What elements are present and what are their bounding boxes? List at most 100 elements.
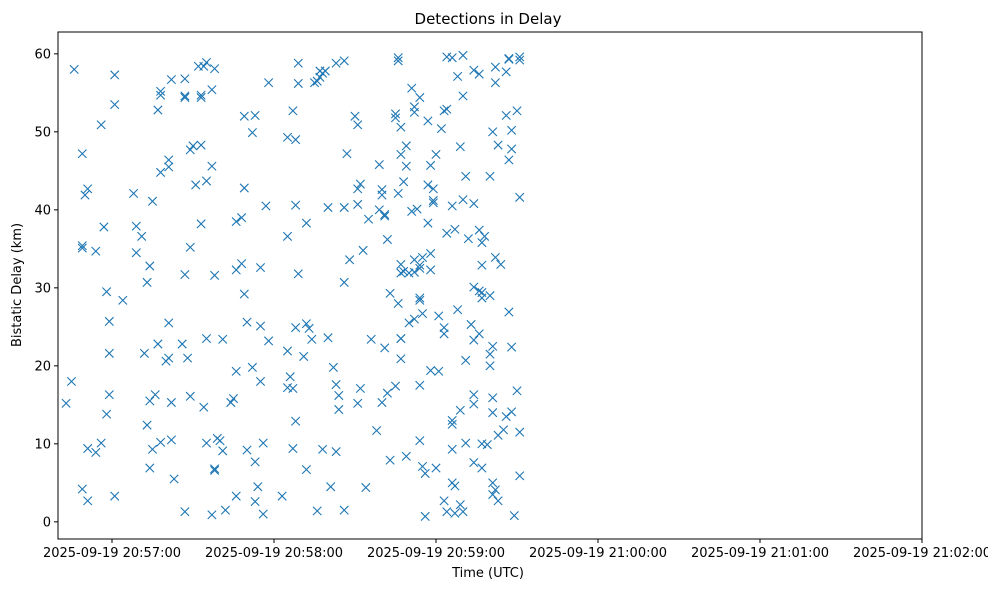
data-point xyxy=(428,195,438,206)
data-point xyxy=(96,438,106,448)
data-point xyxy=(399,266,409,277)
data-point xyxy=(469,282,479,292)
data-point xyxy=(255,321,266,331)
data-point xyxy=(83,184,93,194)
data-point xyxy=(461,355,471,365)
data-point xyxy=(210,270,220,280)
data-points xyxy=(61,50,525,521)
data-point xyxy=(220,505,230,515)
data-point xyxy=(380,209,390,220)
data-point xyxy=(469,335,479,345)
data-point xyxy=(439,106,449,116)
data-point xyxy=(231,265,241,275)
y-axis: 0 10 20 30 40 50 60 xyxy=(34,47,58,530)
data-point xyxy=(488,393,498,403)
data-point xyxy=(490,78,500,88)
data-point xyxy=(504,155,514,165)
data-point xyxy=(210,465,220,475)
data-point xyxy=(420,468,430,479)
data-point xyxy=(177,339,187,349)
data-point xyxy=(196,92,206,103)
data-point xyxy=(361,482,371,493)
data-point xyxy=(474,69,484,79)
data-point xyxy=(104,316,114,326)
data-point xyxy=(188,141,198,151)
data-point xyxy=(447,415,457,426)
data-point xyxy=(180,74,190,84)
data-point xyxy=(312,76,322,86)
data-point xyxy=(485,361,495,371)
data-point xyxy=(288,106,298,116)
y-tick-label: 60 xyxy=(34,47,51,62)
data-point xyxy=(301,464,311,475)
data-point xyxy=(393,298,403,309)
y-axis-label: Bistatic Delay (km) xyxy=(10,223,25,347)
data-point xyxy=(450,508,460,518)
data-point xyxy=(261,201,271,211)
data-point xyxy=(390,113,401,123)
data-point xyxy=(218,334,228,344)
data-point xyxy=(393,188,403,199)
y-tick-label: 10 xyxy=(34,437,51,452)
data-point xyxy=(415,436,425,446)
data-point xyxy=(118,295,128,305)
data-point xyxy=(474,225,484,235)
data-point xyxy=(393,56,403,66)
data-point xyxy=(304,323,314,333)
data-point xyxy=(374,160,384,170)
data-point xyxy=(237,213,247,223)
data-point xyxy=(442,507,452,517)
data-point xyxy=(447,201,457,211)
data-point xyxy=(166,397,176,408)
data-point xyxy=(218,446,228,456)
data-point xyxy=(210,64,220,74)
data-point xyxy=(264,336,274,346)
data-point xyxy=(293,269,303,279)
data-point xyxy=(439,496,449,506)
data-point xyxy=(498,425,509,435)
data-point xyxy=(156,90,166,100)
data-point xyxy=(339,277,349,287)
data-point xyxy=(493,140,503,150)
data-point xyxy=(250,496,260,507)
data-point xyxy=(331,447,341,457)
data-point xyxy=(453,305,463,315)
data-point xyxy=(299,351,309,362)
data-point xyxy=(447,419,457,429)
data-point xyxy=(282,346,293,356)
data-point xyxy=(474,329,484,339)
data-point xyxy=(390,381,401,391)
data-point xyxy=(426,248,436,259)
data-point xyxy=(461,171,471,181)
data-point xyxy=(166,435,176,445)
data-point xyxy=(323,333,333,343)
data-point xyxy=(515,52,525,62)
x-tick-label: 2025-09-19 20:57:00 xyxy=(43,546,181,561)
data-point xyxy=(396,259,406,270)
data-point xyxy=(382,388,392,398)
data-point xyxy=(110,99,120,110)
data-point xyxy=(482,440,492,450)
data-point xyxy=(401,141,411,151)
data-point xyxy=(145,261,155,271)
data-point xyxy=(474,286,484,296)
data-point xyxy=(320,66,330,76)
data-point xyxy=(455,142,465,152)
data-point xyxy=(434,366,444,376)
data-point xyxy=(156,86,166,96)
data-point xyxy=(493,496,503,506)
data-point xyxy=(331,58,341,68)
data-point xyxy=(153,339,163,349)
data-point xyxy=(353,398,363,408)
data-point xyxy=(431,463,441,473)
data-point xyxy=(488,489,498,500)
data-point xyxy=(458,195,468,205)
data-point xyxy=(353,184,363,194)
data-point xyxy=(450,481,460,491)
data-point xyxy=(415,263,425,273)
data-point xyxy=(409,314,419,324)
data-point xyxy=(345,255,355,265)
data-point xyxy=(334,390,344,401)
data-point xyxy=(210,464,220,474)
data-point xyxy=(145,396,155,406)
